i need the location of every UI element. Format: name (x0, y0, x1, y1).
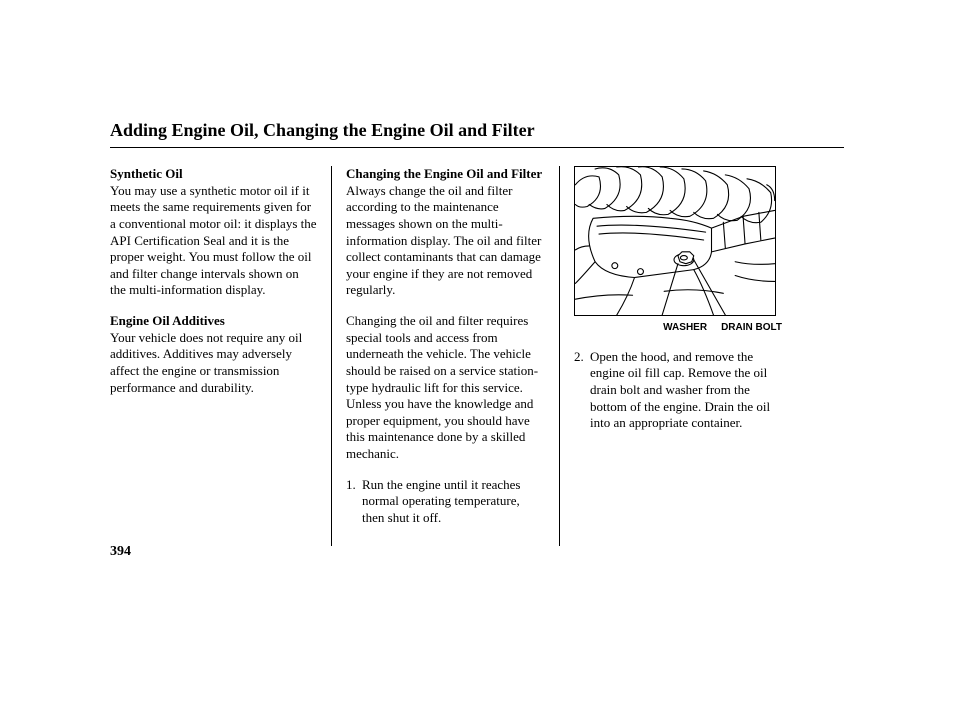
page-title: Adding Engine Oil, Changing the Engine O… (110, 120, 844, 141)
step-1-text: Run the engine until it reaches normal o… (362, 477, 545, 527)
step-1-number: 1. (346, 477, 362, 527)
label-washer: WASHER (663, 322, 707, 335)
heading-changing-oil: Changing the Engine Oil and Filter (346, 166, 542, 181)
engine-illustration (575, 167, 775, 315)
heading-additives: Engine Oil Additives (110, 313, 225, 328)
para-changing-oil-2: Changing the oil and filter requires spe… (346, 313, 545, 463)
para-additives: Your vehicle does not require any oil ad… (110, 330, 302, 395)
section-synthetic-oil: Synthetic Oil You may use a synthetic mo… (110, 166, 317, 299)
column-2: Changing the Engine Oil and Filter Alway… (332, 166, 560, 546)
step-2: 2. Open the hood, and remove the engine … (574, 349, 788, 432)
figure-labels: WASHER DRAIN BOLT (574, 322, 788, 335)
title-rule (110, 147, 844, 148)
step-2-text: Open the hood, and remove the engine oil… (590, 349, 788, 432)
para-synthetic-oil: You may use a synthetic motor oil if it … (110, 183, 317, 298)
step-1: 1. Run the engine until it reaches norma… (346, 477, 545, 527)
content-columns: Synthetic Oil You may use a synthetic mo… (110, 166, 844, 546)
para-changing-oil-1: Always change the oil and filter accordi… (346, 183, 541, 298)
column-3: WASHER DRAIN BOLT 2. Open the hood, and … (560, 166, 788, 546)
label-drain-bolt: DRAIN BOLT (721, 322, 782, 335)
manual-page: Adding Engine Oil, Changing the Engine O… (0, 0, 954, 710)
section-additives: Engine Oil Additives Your vehicle does n… (110, 313, 317, 396)
heading-synthetic-oil: Synthetic Oil (110, 166, 183, 181)
step-2-number: 2. (574, 349, 590, 432)
page-number: 394 (110, 544, 131, 560)
section-changing-oil: Changing the Engine Oil and Filter Alway… (346, 166, 545, 299)
column-1: Synthetic Oil You may use a synthetic mo… (110, 166, 332, 546)
engine-underside-figure (574, 166, 776, 316)
